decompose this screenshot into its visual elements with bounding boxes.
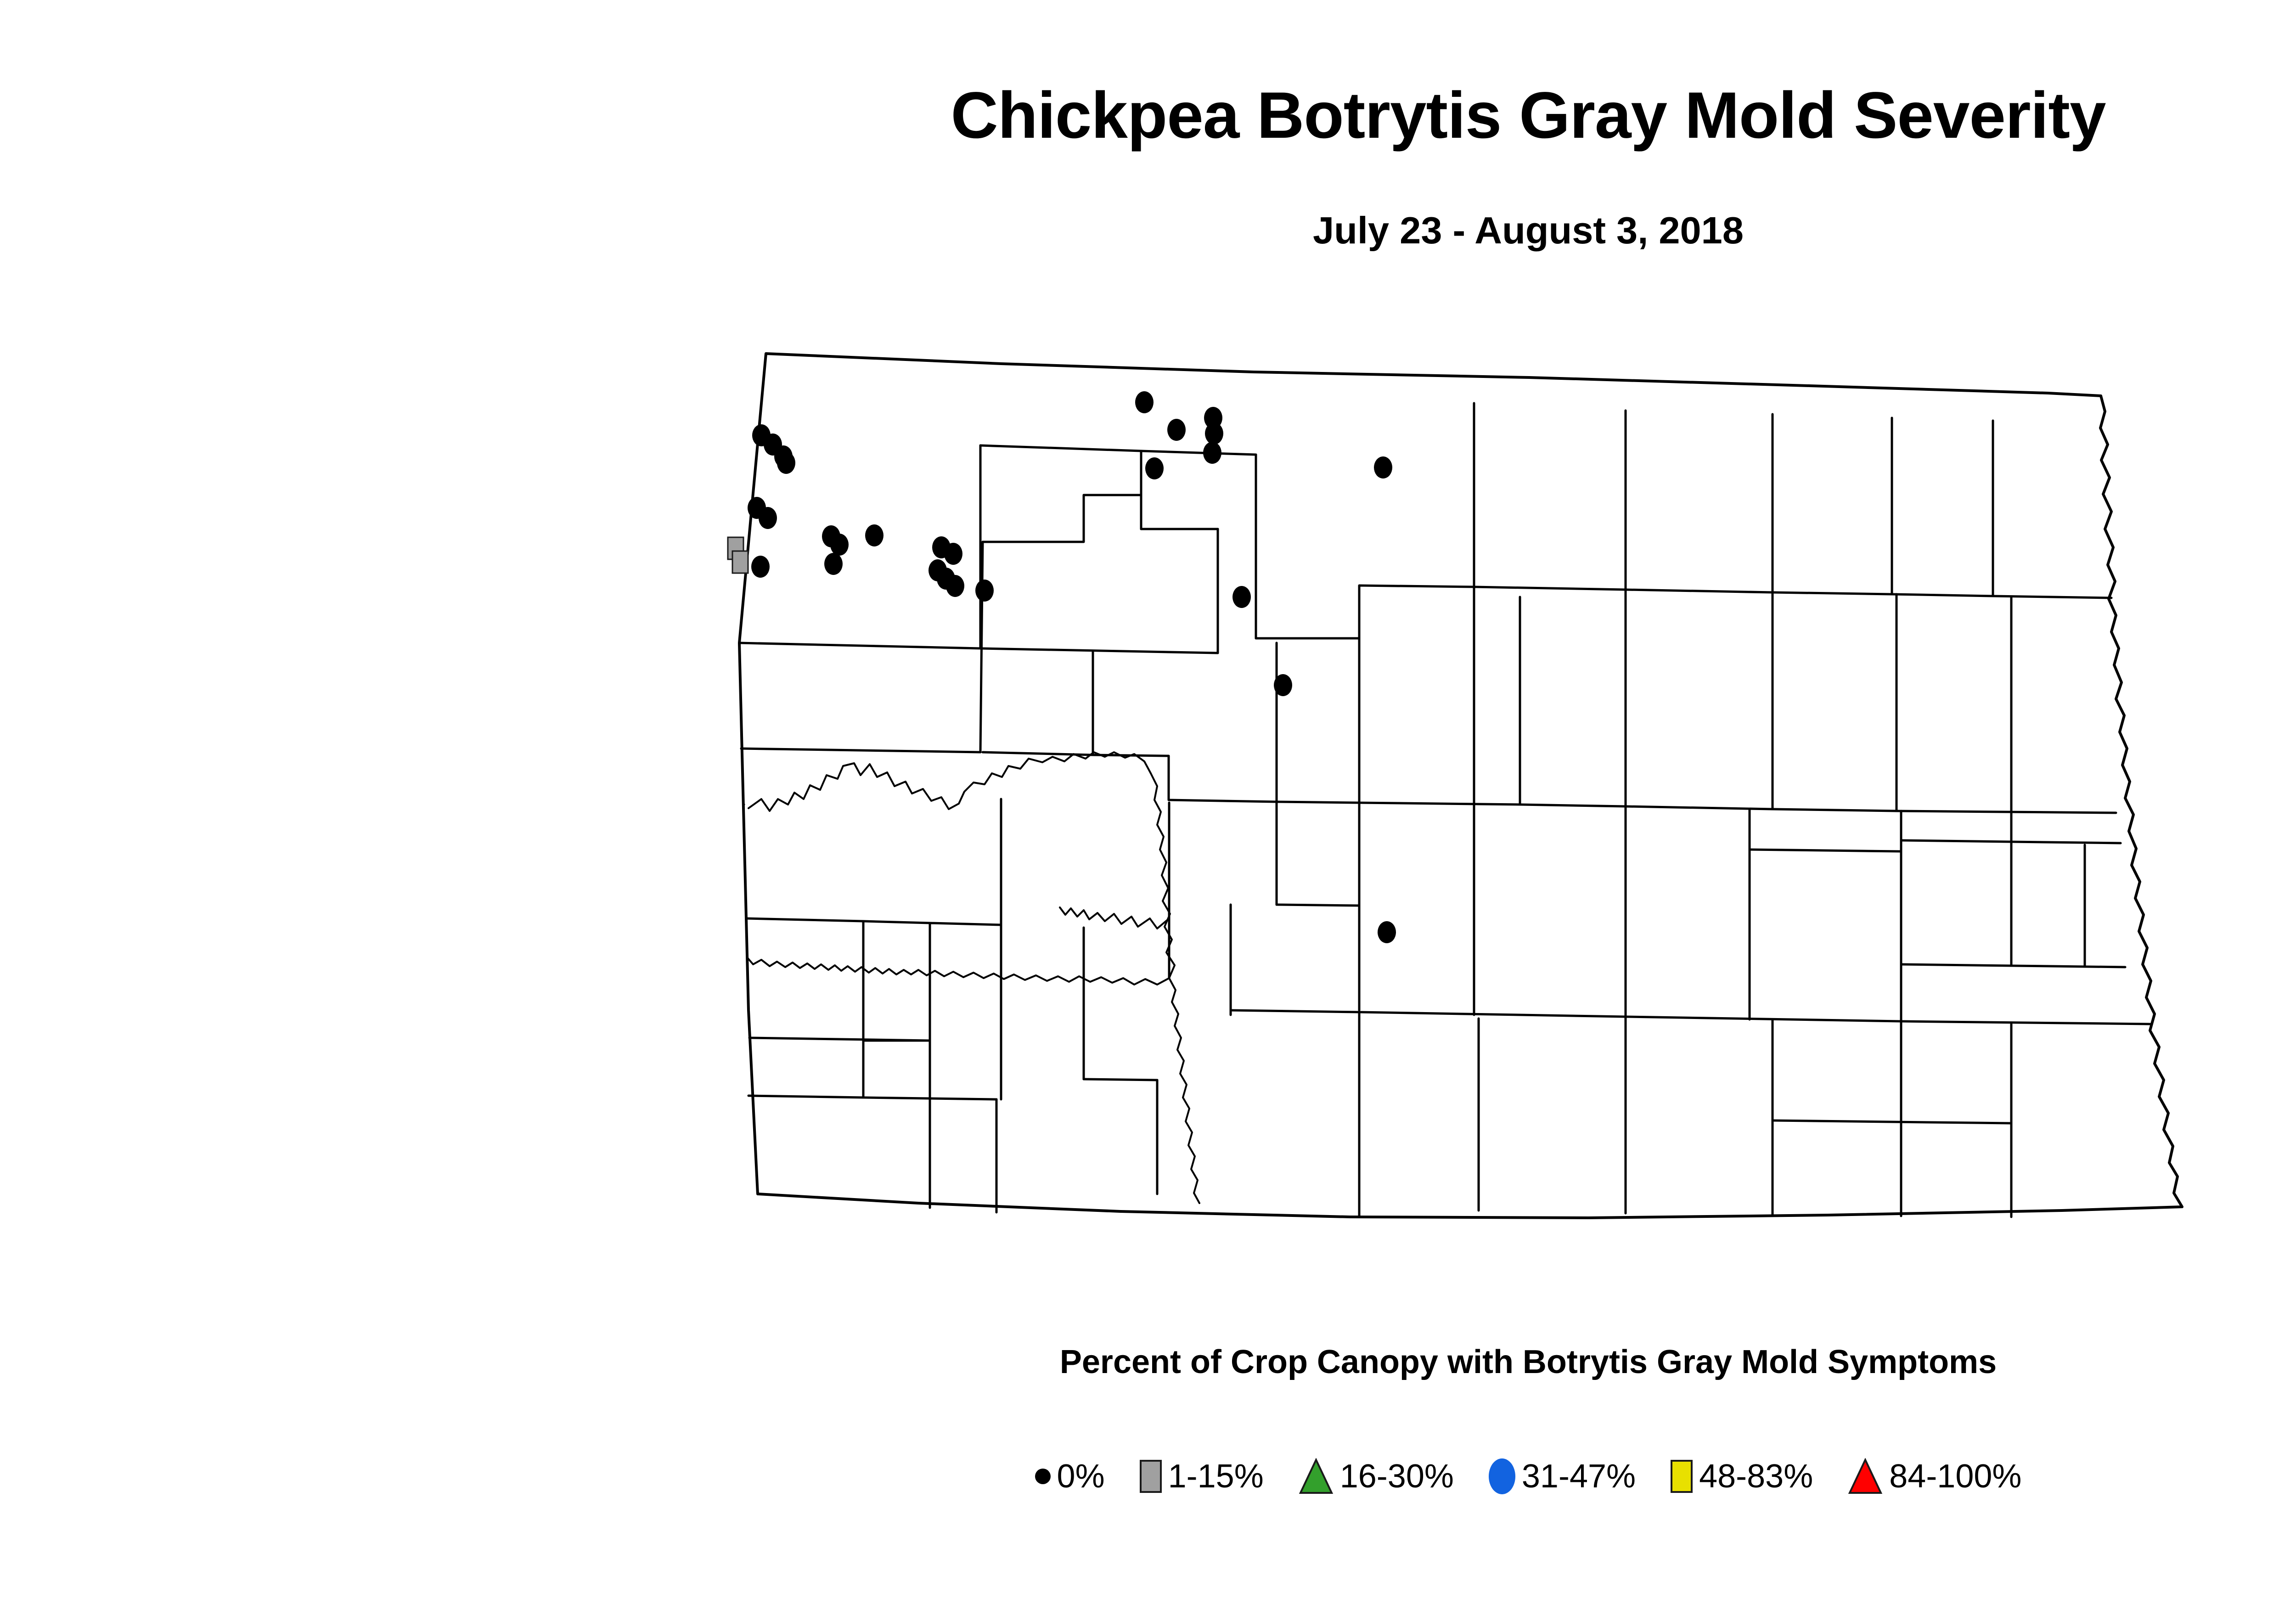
- county-line: [979, 540, 984, 754]
- map-data-point: [777, 452, 795, 474]
- legend-marker-blue-circle: [1488, 1458, 1515, 1494]
- legend-item[interactable]: 0%: [1035, 1460, 1105, 1493]
- map-data-point: [1204, 407, 1222, 429]
- map-data-point: [1167, 419, 1186, 441]
- county-line: [1473, 585, 1627, 591]
- legend-item-label: 31-47%: [1521, 1458, 1636, 1495]
- legend-item[interactable]: 16-30%: [1299, 1458, 1454, 1495]
- map-data-point: [946, 575, 964, 597]
- county-line: [929, 922, 1002, 926]
- county-line: [1255, 584, 1475, 640]
- county-line: [1748, 848, 1902, 853]
- legend-item[interactable]: 84-100%: [1848, 1458, 2021, 1495]
- state-outline: [738, 352, 2183, 1219]
- county-line: [862, 920, 931, 924]
- map-data-point: [1378, 921, 1396, 943]
- legend-item[interactable]: 31-47%: [1488, 1458, 1636, 1495]
- page-subtitle: July 23 - August 3, 2018: [1313, 209, 1744, 252]
- legend-item-label: 1-15%: [1168, 1458, 1264, 1495]
- devils-lake-waterbody: [747, 751, 1176, 985]
- legend-item[interactable]: 48-83%: [1671, 1460, 1813, 1493]
- county-line: [745, 917, 865, 923]
- county-line: [1895, 810, 2117, 814]
- legend-item[interactable]: 1-15%: [1139, 1458, 1264, 1495]
- map-data-point: [830, 534, 849, 556]
- map-data-point: [732, 550, 749, 574]
- north-dakota-map[interactable]: [680, 321, 2296, 1332]
- page-title: Chickpea Botrytis Gray Mold Severity: [951, 79, 2106, 152]
- county-line: [1992, 595, 2113, 599]
- county-line: [740, 747, 982, 754]
- county-line: [1891, 593, 1994, 597]
- county-line: [1275, 903, 1361, 907]
- map-data-point: [824, 553, 843, 575]
- legend-marker-black-circle: [1035, 1469, 1051, 1484]
- county-line: [1229, 1009, 1361, 1013]
- map-data-point: [1374, 456, 1392, 478]
- county-line: [1275, 800, 1521, 806]
- county-line: [747, 1094, 865, 1099]
- map-data-point: [865, 524, 884, 546]
- map-data-point: [759, 507, 777, 529]
- county-line: [981, 494, 1219, 543]
- county-line: [1358, 1011, 1627, 1018]
- legend-item-label: 48-83%: [1699, 1458, 1813, 1495]
- legend-marker-yellow-square: [1671, 1460, 1693, 1493]
- county-line: [1624, 1015, 1902, 1023]
- county-line: [1624, 588, 1774, 594]
- legend-item-label: 0%: [1057, 1458, 1105, 1495]
- map-data-point: [1232, 586, 1251, 608]
- legend-item-label: 84-100%: [1889, 1458, 2022, 1495]
- county-line: [1519, 803, 1627, 808]
- map-data-point: [1274, 674, 1292, 696]
- map-data-point: [1135, 391, 1154, 413]
- map-data-points: [727, 391, 1396, 943]
- county-line: [1140, 450, 1257, 456]
- county-line: [1092, 754, 1278, 803]
- missouri-river-branch: [1059, 906, 1170, 929]
- map-data-point: [975, 580, 994, 602]
- legend-item-label: 16-30%: [1339, 1458, 1454, 1495]
- map-caption: Percent of Crop Canopy with Botrytis Gra…: [1059, 1344, 1997, 1380]
- map-data-point: [1205, 422, 1223, 445]
- legend-marker-gray-square: [1139, 1460, 1162, 1493]
- county-line: [1900, 963, 2127, 968]
- legend-marker-green-triangle: [1299, 1458, 1334, 1495]
- legend-marker-red-triangle: [1848, 1458, 1883, 1495]
- map-svg: [727, 352, 2183, 1219]
- map-data-point: [1203, 442, 1221, 464]
- county-line: [979, 444, 1142, 452]
- county-line: [738, 642, 982, 650]
- county-line: [1771, 591, 1893, 596]
- county-line: [1624, 805, 1774, 811]
- map-data-point: [944, 543, 962, 565]
- county-line: [1771, 1119, 2013, 1125]
- county-line: [1771, 808, 1898, 812]
- county-line: [1082, 1078, 1159, 1081]
- map-county-layer: [738, 352, 2183, 1219]
- missouri-river: [1168, 977, 1200, 1204]
- county-line: [979, 647, 1219, 654]
- map-data-point: [1145, 457, 1164, 479]
- map-legend: 0% 1-15% 16-30% 31-47% 48-83% 84-100%: [0, 1458, 2296, 1495]
- map-data-point: [751, 556, 770, 578]
- county-line: [1900, 1020, 2151, 1025]
